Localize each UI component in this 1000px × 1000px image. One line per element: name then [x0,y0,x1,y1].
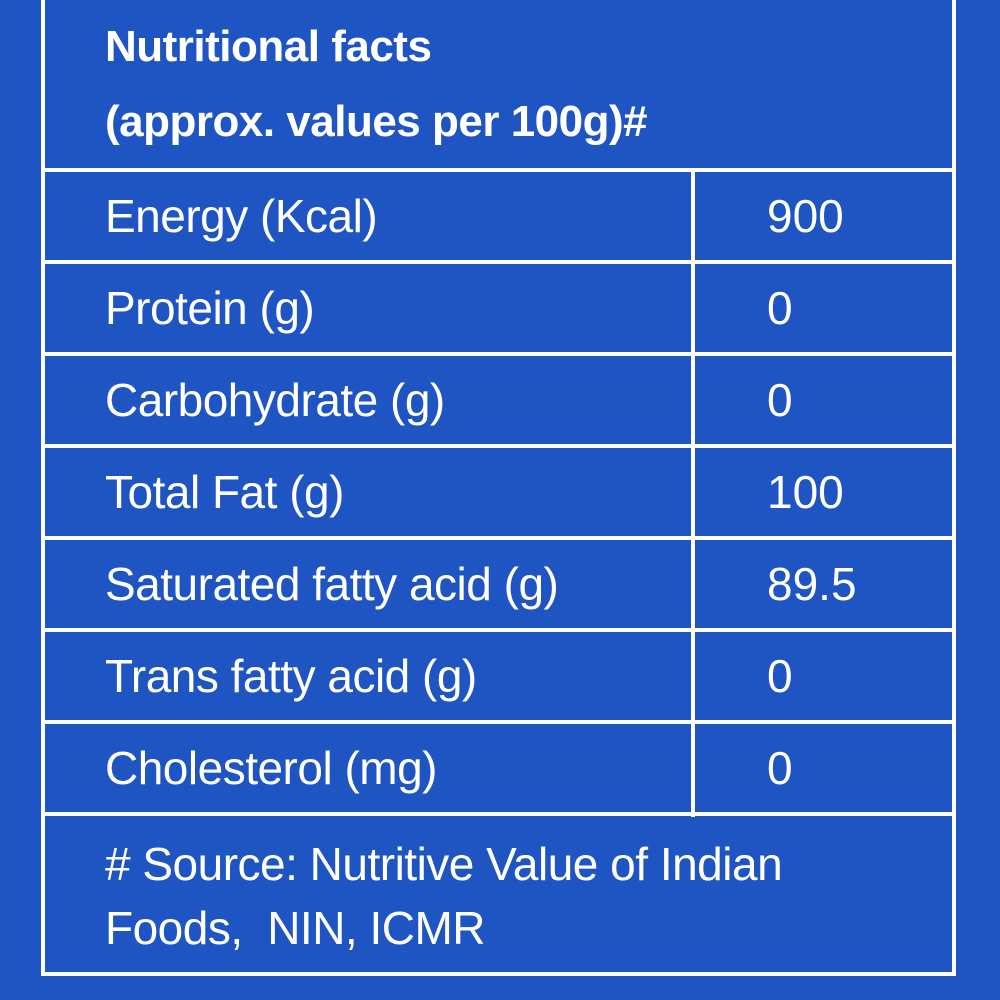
source-footnote: # Source: Nutritive Value of Indian Food… [105,832,783,960]
source-line-2: Foods, NIN, ICMR [105,902,486,954]
table-row-saturated-fat: Saturated fatty acid (g) 89.5 [45,540,952,632]
nutrient-name: Carbohydrate (g) [105,374,445,426]
nutrition-subtitle: (approx. values per 100g)# [105,97,648,146]
nutrition-title: Nutritional facts [105,22,432,71]
nutrient-value: 89.5 [767,558,857,610]
nutrient-value: 0 [767,374,793,426]
nutrient-name: Protein (g) [105,282,315,334]
nutrition-header: Nutritional facts (approx. values per 10… [45,0,952,172]
nutrient-value: 100 [767,466,844,518]
nutrition-facts-panel: Nutritional facts (approx. values per 10… [41,0,956,976]
table-row-trans-fat: Trans fatty acid (g) 0 [45,632,952,724]
nutrient-name: Cholesterol (mg) [105,742,438,794]
nutrient-value: 0 [767,650,793,702]
nutrient-value: 900 [767,190,844,242]
nutrient-value: 0 [767,282,793,334]
nutrient-name: Saturated fatty acid (g) [105,558,559,610]
column-divider [691,172,695,817]
nutrition-table: Energy (Kcal) 900 Protein (g) 0 Carbohyd… [45,172,952,816]
source-line-1: # Source: Nutritive Value of Indian [105,838,783,890]
nutrient-name: Energy (Kcal) [105,190,378,242]
table-row-total-fat: Total Fat (g) 100 [45,448,952,540]
table-row-carbohydrate: Carbohydrate (g) 0 [45,356,952,448]
nutrient-name: Trans fatty acid (g) [105,650,477,702]
nutrient-name: Total Fat (g) [105,466,344,518]
nutrient-value: 0 [767,742,793,794]
table-row-protein: Protein (g) 0 [45,264,952,356]
table-row-cholesterol: Cholesterol (mg) 0 [45,724,952,816]
table-row-energy: Energy (Kcal) 900 [45,172,952,264]
